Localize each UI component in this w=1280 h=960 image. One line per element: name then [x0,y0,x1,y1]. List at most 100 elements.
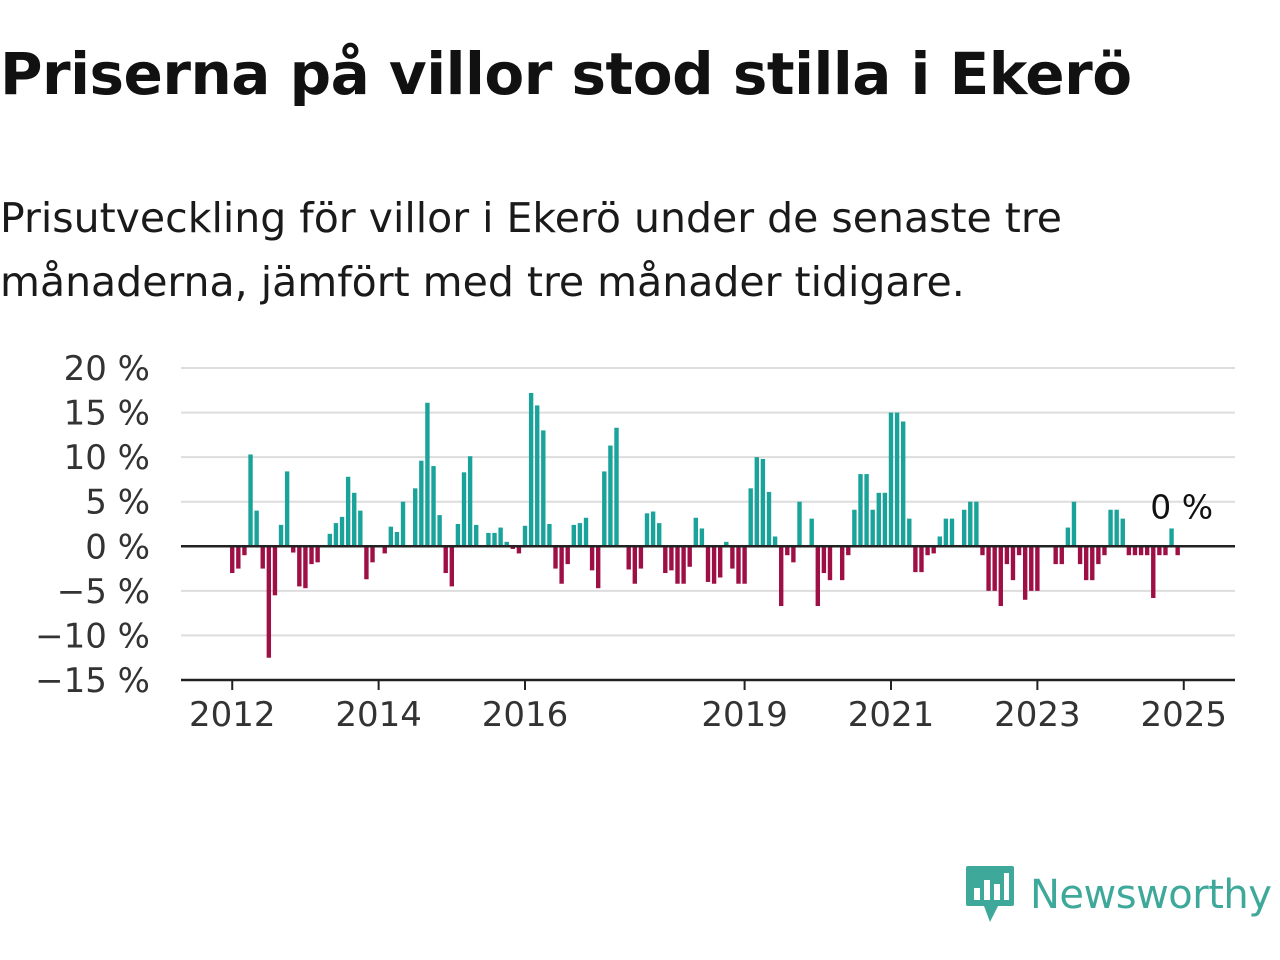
bar [284,471,290,547]
bar [968,501,973,547]
bar [876,492,881,547]
bar [1077,546,1083,565]
bar [839,546,845,581]
bar [297,546,302,587]
bar [1029,546,1034,591]
bar [1108,509,1113,547]
bar [937,536,942,547]
bar [974,501,979,547]
bar [943,518,949,547]
bar [809,518,814,547]
bar [931,546,936,554]
bar [352,492,357,547]
bar [858,474,863,547]
chart-title: Priserna på villor stod stilla i Ekerö [0,40,1132,108]
bar [254,510,259,547]
bar [272,546,278,596]
bar [657,523,662,547]
bar [736,546,741,584]
bar [900,421,906,547]
bar [315,546,320,563]
bar [541,430,546,547]
bar [492,532,497,547]
bar [907,518,912,547]
bar [919,546,924,573]
bar [547,524,552,547]
bar [400,501,406,547]
bar [1059,546,1064,565]
y-tick-label: 10 % [64,438,150,478]
bar [681,546,686,584]
bar [504,541,509,547]
bar [779,546,784,607]
bar [754,457,759,547]
bar [718,546,723,578]
bar [242,546,247,556]
axes [181,545,1235,682]
bar [846,546,851,556]
y-tick-label: 0 % [85,527,150,567]
bar [486,532,491,547]
bar [333,523,339,547]
bar [632,546,637,584]
bar [1132,546,1138,556]
bar [864,474,869,547]
bar [364,546,369,580]
bar [730,546,735,569]
bar [394,532,400,547]
bar [748,488,753,547]
bar [498,527,503,547]
bar [882,492,888,547]
bar [815,546,820,607]
x-axis-labels: 2012 2014 2016 2019 2021 2023 2025 [189,680,1227,735]
bar [1151,546,1156,598]
bar [827,546,833,581]
bar [1138,546,1144,556]
y-tick-label: 15 % [64,394,150,434]
bar [589,546,595,571]
bar [1035,546,1040,591]
bar [626,546,631,570]
bar [1169,528,1174,547]
bar [608,445,613,547]
bar [1175,546,1180,556]
bar [980,546,985,556]
bar [894,412,900,547]
bar [303,546,308,589]
bar [413,488,418,547]
bar [791,546,796,563]
bar [339,516,345,547]
x-tick-label: 2014 [335,695,422,735]
y-tick-label: −5 % [57,572,150,612]
bar [724,541,729,547]
bar [1114,509,1119,547]
x-tick-label: 2012 [189,695,276,735]
brand-name: Newsworthy [1030,872,1272,918]
bar [742,546,747,584]
bar [602,471,607,547]
y-tick-label: 5 % [85,483,150,523]
bar [266,546,272,658]
bar [1144,546,1150,556]
bar [382,546,387,554]
bar [663,546,668,574]
bar [1126,546,1132,556]
bar [577,523,583,547]
newsworthy-logo[interactable]: Newsworthy [964,864,1272,926]
bar [388,526,394,547]
bar-chart: 20 %15 %10 %5 %0 %−5 %−10 %−15 % 2012 201… [35,349,1235,735]
bar [474,524,479,547]
bar [821,546,827,574]
bar [1083,546,1089,581]
bar [1120,518,1125,547]
bar [638,546,644,569]
chart-subtitle: Prisutveckling för villor i Ekerö under … [0,194,1063,306]
bar [553,546,558,569]
bar [961,509,967,547]
bar [1090,546,1095,581]
bar [986,546,991,591]
bar [461,472,467,547]
bar [449,546,455,587]
bar [510,546,516,549]
bar [760,458,766,547]
